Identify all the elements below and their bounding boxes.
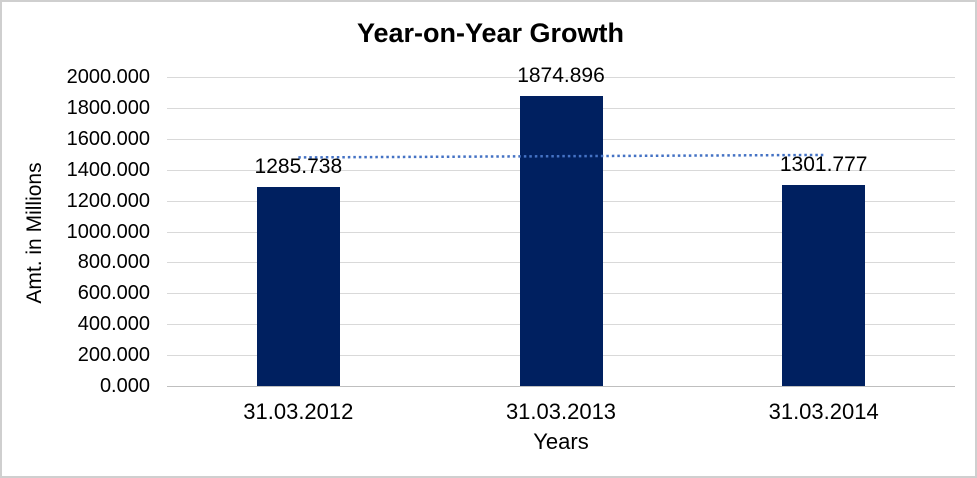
y-tick-label: 1000.000: [66, 220, 150, 243]
x-tick-label: 31.03.2012: [243, 399, 354, 424]
x-axis-title: Years: [533, 429, 589, 454]
data-label: 1874.896: [517, 64, 605, 88]
bar-31.03.2014: [782, 184, 866, 386]
y-tick-label: 1600.000: [66, 127, 150, 150]
y-tick-label: 1200.000: [66, 189, 150, 212]
data-label: 1301.777: [779, 152, 868, 176]
bar-31.03.2013: [519, 96, 603, 386]
y-tick-label: 600.000: [77, 282, 150, 305]
y-tick-label: 2000.000: [66, 66, 150, 88]
data-label: 1285.738: [254, 155, 343, 179]
gridline: [167, 77, 955, 78]
x-tick-label: 31.03.2013: [505, 399, 617, 424]
y-tick-label: 1800.000: [66, 96, 150, 119]
y-tick-label: 1400.000: [66, 158, 150, 181]
y-tick-label: 200.000: [77, 344, 150, 367]
chart-title: Year-on-Year Growth: [356, 18, 625, 48]
bar-31.03.2012: [256, 187, 340, 386]
y-tick-label: 800.000: [77, 251, 150, 274]
y-tick-label: 400.000: [77, 313, 150, 336]
y-tick-label: 0.000: [99, 375, 150, 397]
x-tick-label: 31.03.2014: [768, 399, 879, 424]
x-axis-line: [167, 386, 955, 387]
